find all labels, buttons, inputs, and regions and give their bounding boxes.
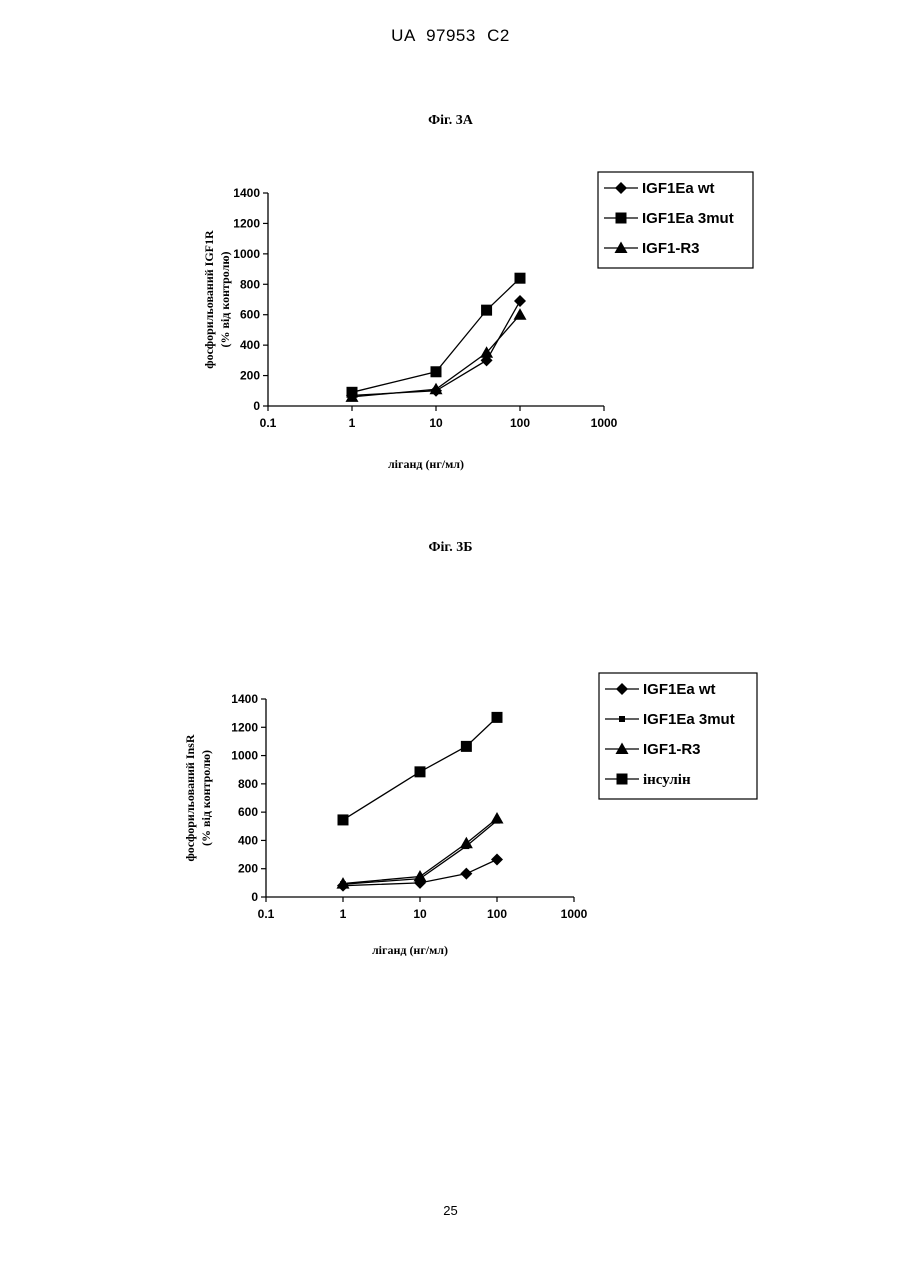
y-tick-label: 600 — [240, 308, 260, 322]
series-1 — [347, 273, 526, 398]
data-point — [338, 814, 349, 825]
figure-3b-label: Фіг. 3Б — [0, 540, 901, 556]
legend-entry: IGF1Ea 3mut — [642, 210, 734, 227]
x-tick-label: 0.1 — [260, 416, 277, 430]
legend-entry: IGF1Ea 3mut — [643, 711, 735, 728]
data-point — [491, 854, 503, 866]
legend-entry: IGF1Ea wt — [642, 180, 715, 197]
series-line — [352, 301, 520, 395]
x-tick-label: 100 — [487, 907, 507, 921]
data-point — [491, 812, 504, 824]
y-tick-label: 600 — [238, 805, 258, 819]
legend-entry: IGF1-R3 — [643, 741, 701, 758]
y-axis-label: фосфорильований IGF1R — [202, 230, 216, 369]
x-tick-label: 1 — [340, 907, 347, 921]
legend-entry: інсулін — [643, 772, 691, 788]
legend-entry: IGF1-R3 — [642, 240, 700, 257]
data-point — [431, 366, 442, 377]
y-tick-label: 400 — [240, 338, 260, 352]
figure-3a-label: Фіг. 3А — [0, 113, 901, 129]
x-tick-label: 1 — [349, 416, 356, 430]
y-tick-label: 1000 — [233, 247, 260, 261]
data-point — [481, 305, 492, 316]
chart-fig-3a: 0 200 400 600 800 1000 1200 1400 0.1 1 10 100 1000 лі… — [0, 160, 901, 490]
legend-marker — [619, 716, 625, 722]
legend-marker — [616, 213, 627, 224]
data-point — [492, 712, 503, 723]
y-tick-label: 1200 — [231, 720, 258, 734]
page-number: 25 — [0, 1203, 901, 1218]
y-axis-label-sub: (% від контролю) — [199, 750, 213, 846]
legend-marker — [617, 774, 628, 785]
y-tick-label: 1400 — [233, 186, 260, 200]
y-tick-label: 800 — [240, 277, 260, 291]
y-tick-label: 0 — [253, 399, 260, 413]
y-tick-label: 200 — [238, 862, 258, 876]
y-tick-label: 1000 — [231, 749, 258, 763]
data-point — [515, 273, 526, 284]
y-tick-label: 1400 — [231, 692, 258, 706]
y-tick-label: 400 — [238, 833, 258, 847]
legend-entry: IGF1Ea wt — [643, 681, 716, 698]
chart-fig-3b: 0 200 400 600 800 1000 1200 1400 0.1 1 10 100 1000 лі… — [0, 665, 901, 975]
x-tick-label: 10 — [429, 416, 443, 430]
patent-header: UA 97953 C2 — [0, 26, 901, 46]
data-point — [461, 741, 472, 752]
series-2 — [337, 812, 504, 889]
y-tick-label: 800 — [238, 777, 258, 791]
y-tick-label: 200 — [240, 369, 260, 383]
y-tick-label: 0 — [251, 890, 258, 904]
x-tick-label: 0.1 — [258, 907, 275, 921]
data-point — [460, 868, 472, 880]
x-axis-label: ліганд (нг/мл) — [388, 457, 464, 471]
y-axis-label: фосфорильований InsR — [183, 734, 197, 861]
x-tick-label: 1000 — [561, 907, 588, 921]
data-point — [514, 295, 526, 307]
y-axis-label-sub: (% від контролю) — [218, 251, 232, 347]
series-3 — [338, 712, 503, 826]
y-tick-label: 1200 — [233, 216, 260, 230]
data-point — [415, 766, 426, 777]
x-axis-label: ліганд (нг/мл) — [372, 943, 448, 957]
x-tick-label: 10 — [413, 907, 427, 921]
x-tick-label: 100 — [510, 416, 530, 430]
x-tick-label: 1000 — [591, 416, 618, 430]
